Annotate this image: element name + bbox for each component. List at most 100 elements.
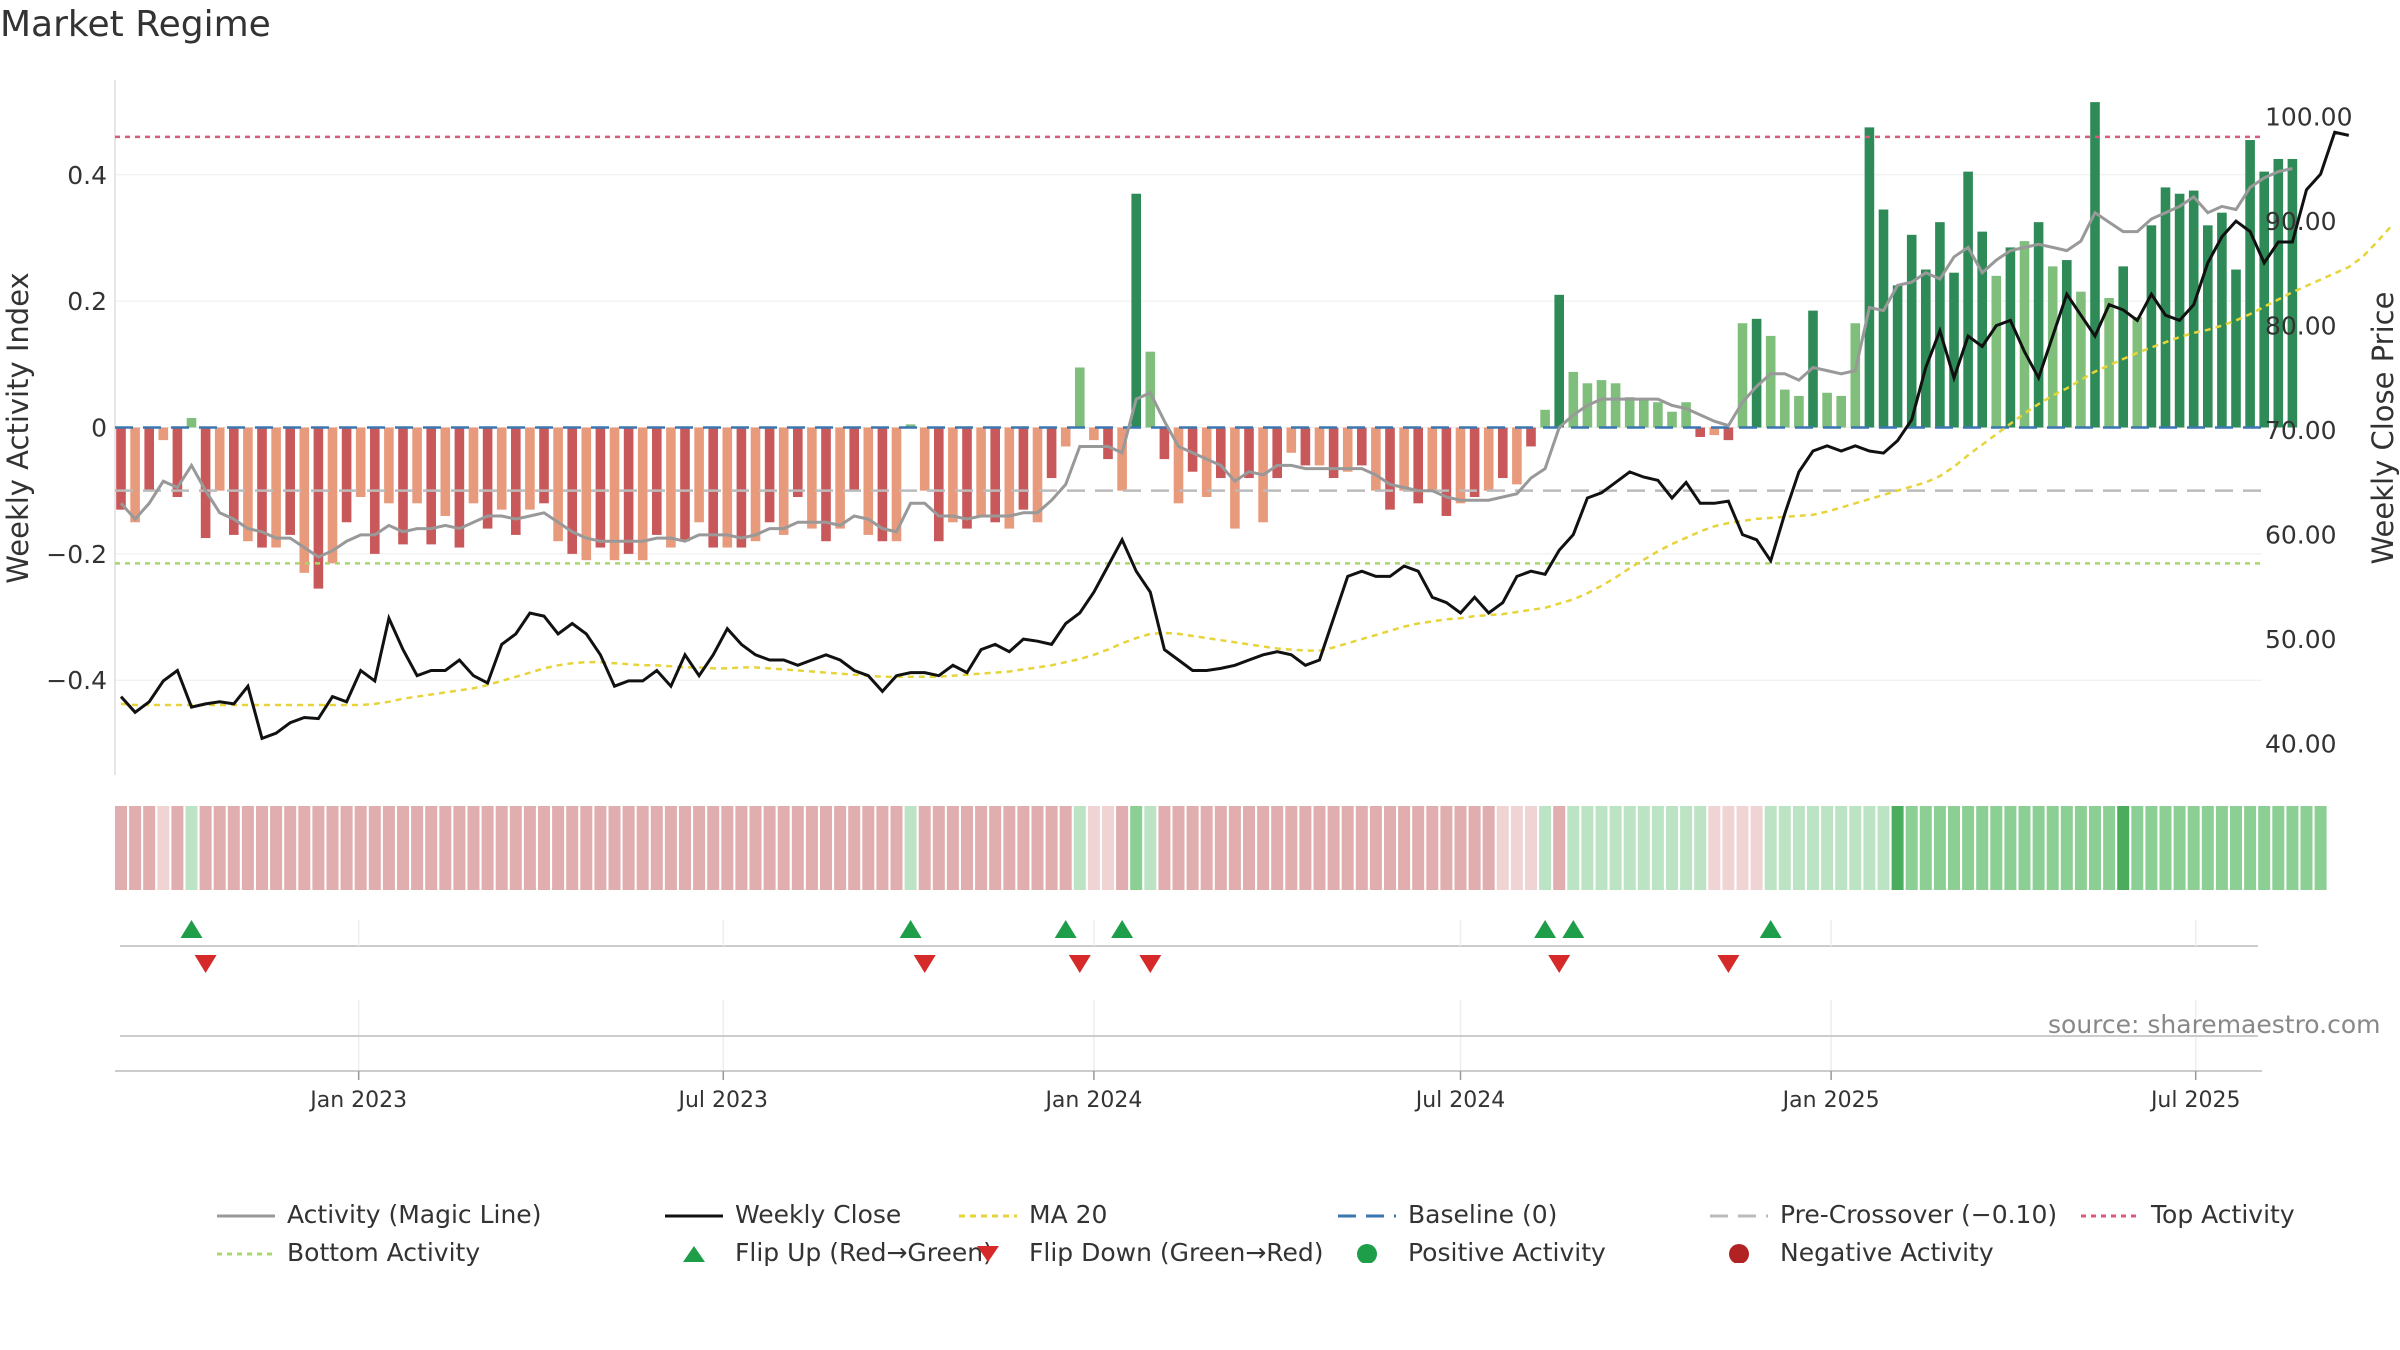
regime-cell: [2032, 806, 2045, 890]
activity-bar: [186, 418, 197, 428]
legend-label: Weekly Close: [735, 1200, 902, 1229]
regime-cell: [1539, 806, 1552, 890]
regime-cell: [453, 806, 466, 890]
activity-bar: [398, 427, 408, 545]
activity-bar: [1653, 402, 1663, 428]
regime-cell: [1651, 806, 1664, 890]
regime-cell: [636, 806, 649, 890]
regime-cell: [382, 806, 395, 890]
legend-label: Bottom Activity: [287, 1238, 481, 1267]
regime-cell: [1214, 806, 1227, 890]
regime-cell: [1990, 806, 2003, 890]
legend-swatch-icon: [217, 1252, 275, 1255]
legend-label: Baseline (0): [1408, 1200, 1558, 1229]
regime-cell: [241, 806, 254, 890]
activity-bar: [736, 427, 747, 548]
magic-line: [119, 167, 2293, 559]
activity-bar: [1455, 427, 1466, 504]
regime-cell: [1299, 806, 1312, 890]
activity-bar: [426, 427, 436, 545]
regime-cell: [721, 806, 734, 890]
activity-bar: [1413, 427, 1423, 504]
regime-cell: [467, 806, 480, 890]
x-tick-label: Jan 2023: [308, 1088, 407, 1113]
activity-bar: [680, 427, 690, 542]
regime-cell: [1200, 806, 1213, 890]
regime-cell: [1130, 806, 1143, 890]
regime-cell: [1750, 806, 1763, 890]
flip-down-marker: [194, 955, 217, 973]
regime-cell: [1736, 806, 1749, 890]
chart-title: Market Regime: [0, 4, 271, 45]
activity-bar: [2047, 266, 2058, 428]
activity-bar: [1639, 399, 1649, 428]
regime-cell: [1144, 806, 1157, 890]
regime-cell: [1778, 806, 1791, 890]
activity-bar: [1018, 427, 1029, 510]
activity-bar: [468, 427, 479, 504]
regime-cell: [2089, 806, 2101, 890]
regime-cell: [1172, 806, 1185, 890]
activity-bar: [1399, 427, 1409, 491]
regime-cell: [2074, 806, 2087, 890]
flip-up-marker: [1534, 920, 1557, 938]
legend-item: MA 20: [957, 1200, 1107, 1229]
activity-bar: [1751, 318, 1762, 428]
regime-cell: [2103, 806, 2116, 890]
x-tick-label: Jul 2024: [1414, 1088, 1506, 1113]
activity-bar: [2076, 291, 2086, 428]
regime-cell: [1116, 806, 1129, 890]
regime-cell: [1609, 806, 1622, 890]
regime-cell: [1158, 806, 1171, 890]
regime-cell: [594, 806, 607, 890]
activity-bar: [2174, 193, 2185, 428]
y-axis-label: Weekly Activity Index: [1, 272, 35, 583]
y2-tick-label: 40.00: [2265, 730, 2337, 759]
legend-swatch-icon: [1729, 1243, 1749, 1263]
regime-cell: [1764, 806, 1777, 890]
flip-up-marker: [899, 920, 922, 938]
legend-label: Flip Up (Red→Green): [735, 1238, 993, 1267]
legend-label: Pre-Crossover (−0.10): [1780, 1200, 2058, 1229]
y-tick-label: 0.4: [67, 161, 107, 190]
activity-bar: [990, 427, 1000, 523]
regime-cell: [2244, 806, 2257, 890]
activity-bar: [2273, 158, 2284, 428]
activity-bar: [454, 427, 465, 548]
legend-swatch-icon: [217, 1214, 275, 1217]
regime-cell: [1398, 806, 1411, 890]
activity-bar: [1794, 395, 1804, 428]
regime-cell: [1553, 806, 1566, 890]
regime-cell: [2201, 806, 2214, 890]
activity-bar: [2132, 316, 2143, 428]
regime-cell: [961, 806, 973, 890]
activity-bar: [764, 427, 775, 523]
legend-item: Weekly Close: [663, 1200, 901, 1229]
activity-bar: [722, 427, 733, 548]
regime-cell: [1271, 806, 1284, 890]
y2-tick-label: 50.00: [2265, 625, 2337, 654]
regime-cell: [749, 806, 762, 890]
activity-bar: [1117, 427, 1127, 491]
activity-bar: [877, 427, 888, 542]
activity-bar: [1286, 427, 1297, 453]
activity-bar: [2188, 190, 2199, 428]
regime-cell: [1595, 806, 1608, 890]
activity-bar: [2033, 222, 2044, 428]
legend-swatch-icon: [1338, 1214, 1396, 1217]
regime-cell: [2018, 806, 2031, 890]
x-tick-label: Jan 2025: [1781, 1088, 1880, 1113]
regime-cell: [1327, 806, 1340, 890]
regime-cell: [862, 806, 875, 890]
activity-bar: [821, 427, 831, 542]
activity-bar: [1667, 411, 1677, 428]
activity-bar: [1075, 367, 1085, 428]
regime-cell: [1722, 806, 1735, 890]
regime-cell: [1976, 806, 1989, 890]
regime-cell: [1933, 806, 1946, 890]
legend-swatch-icon: [1357, 1243, 1377, 1263]
regime-cell: [1708, 806, 1721, 890]
activity-bar: [1822, 392, 1832, 428]
activity-bar: [1300, 427, 1311, 466]
regime-cell: [143, 806, 156, 890]
